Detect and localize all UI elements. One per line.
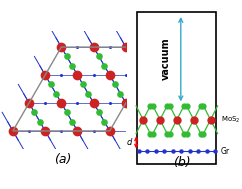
Text: d: d: [127, 138, 132, 147]
Text: Gr: Gr: [221, 147, 230, 156]
Bar: [137, 12, 216, 164]
Text: vacuum: vacuum: [161, 38, 171, 81]
Text: MoS$_2$: MoS$_2$: [221, 115, 241, 125]
Text: (a): (a): [54, 153, 72, 166]
Text: (b): (b): [173, 156, 190, 169]
